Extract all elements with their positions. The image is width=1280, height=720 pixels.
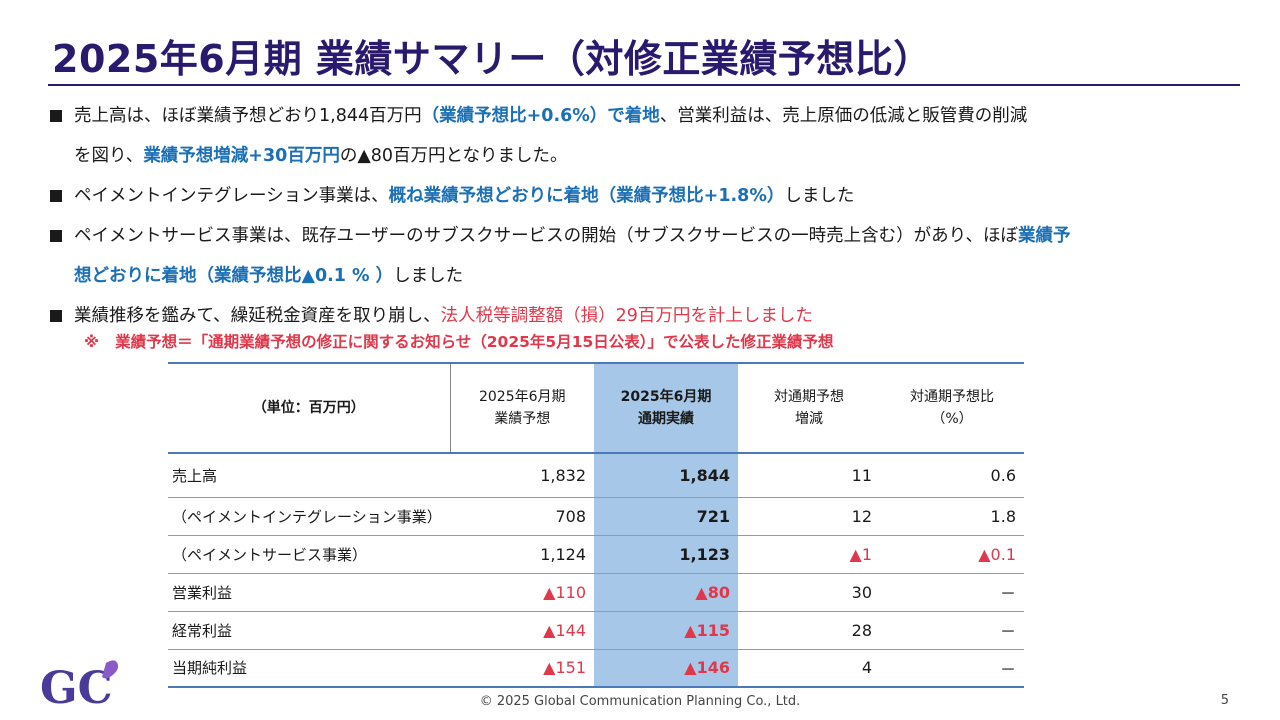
col-header-change: 対通期予想 増減 [738,362,880,454]
col-header-ratio: 対通期予想比 （%） [880,362,1024,454]
title-underline [48,84,1240,86]
cell-ratio: ▲0.1 [880,535,1024,574]
cell-actual: 721 [594,497,738,536]
bullet-line: ペイメントサービス事業は、既存ユーザーのサブスクサービスの開始（サブスクサービス… [74,216,1250,256]
highlight-text: 業績予 [1017,226,1071,246]
body-text: しました [393,266,464,286]
highlight-text: 想どおりに着地（業績予想比▲0.1 % ） [74,266,394,286]
highlight-text: 業績予想増減+30百万円 [143,146,340,166]
bullet-line: 業績推移を鑑みて、繰延税金資産を取り崩し、法人税等調整額（損）29百万円を計上し… [74,296,1250,336]
bullet-line: 売上高は、ほぼ業績予想どおり1,844百万円（業績予想比+0.6%）で着地、営業… [74,96,1250,136]
results-table-wrapper: （単位：百万円） 2025年6月期 業績予想 2025年6月期 通期実績 対通期… [168,362,1024,688]
bullet-item: ペイメントインテグレーション事業は、概ね業績予想どおりに着地（業績予想比+1.8… [50,176,1250,216]
bullet-line: 想どおりに着地（業績予想比▲0.1 % ）しました [74,256,1250,296]
page-number: 5 [1220,693,1229,708]
gc-logo-icon: GC [40,660,119,711]
body-text: 業績推移を鑑みて、繰延税金資産を取り崩し、 [74,306,441,326]
table-row: 当期純利益 ▲151 ▲146 4 － [168,649,1024,688]
forecast-note: ※ 業績予想＝「通期業績予想の修正に関するお知らせ（2025年5月15日公表）」で… [84,330,834,352]
cell-ratio: － [880,611,1024,650]
table-row: （ペイメントサービス事業） 1,124 1,123 ▲1 ▲0.1 [168,535,1024,574]
bullet-square-icon [50,110,62,122]
body-text: を図り、 [74,146,144,166]
table-row: 営業利益 ▲110 ▲80 30 － [168,573,1024,612]
logo-text: GC [40,663,113,711]
cell-change: 30 [738,573,880,612]
bullet-line: ペイメントインテグレーション事業は、概ね業績予想どおりに着地（業績予想比+1.8… [74,176,1250,216]
cell-forecast: ▲151 [450,649,594,688]
bullet-item: 売上高は、ほぼ業績予想どおり1,844百万円（業績予想比+0.6%）で着地、営業… [50,96,1250,176]
table-row: 経常利益 ▲144 ▲115 28 － [168,611,1024,650]
body-text: ペイメントインテグレーション事業は、 [74,186,389,206]
col-header-line1: 対通期予想 [774,389,844,405]
col-header-actual: 2025年6月期 通期実績 [594,362,738,454]
unit-label: （単位：百万円） [168,362,450,454]
table-row: 売上高 1,832 1,844 11 0.6 [168,453,1024,498]
bullet-item: 業績推移を鑑みて、繰延税金資産を取り崩し、法人税等調整額（損）29百万円を計上し… [50,296,1250,336]
body-text: ペイメントサービス事業は、既存ユーザーのサブスクサービスの開始（サブスクサービス… [74,226,1018,246]
summary-bullets: 売上高は、ほぼ業績予想どおり1,844百万円（業績予想比+0.6%）で着地、営業… [50,96,1250,336]
table-row: （ペイメントインテグレーション事業） 708 721 12 1.8 [168,497,1024,536]
col-header-forecast: 2025年6月期 業績予想 [449,362,594,454]
cell-change: 12 [738,497,880,536]
note-text: 業績予想＝「通期業績予想の修正に関するお知らせ（2025年5月15日公表）」で公… [115,333,834,351]
bullet-line: を図り、業績予想増減+30百万円の▲80百万円となりました。 [74,136,1250,176]
row-label: 売上高 [168,453,450,498]
highlight-text: 概ね業績予想どおりに着地（業績予想比+1.8%） [388,186,785,206]
note-mark: ※ [84,333,100,351]
cell-forecast: ▲110 [450,573,594,612]
row-label: 経常利益 [168,611,450,650]
highlight-text: （業績予想比+0.6%）で着地 [421,106,660,126]
cell-forecast: ▲144 [450,611,594,650]
cell-change: 4 [738,649,880,688]
cell-ratio: 0.6 [880,453,1024,498]
cell-forecast: 1,124 [450,535,594,574]
page-title: 2025年6月期 業績サマリー（対修正業績予想比） [52,37,932,81]
row-label: 営業利益 [168,573,450,612]
cell-actual: ▲146 [594,649,738,688]
col-header-line1: 対通期予想比 [910,389,994,405]
cell-change: 28 [738,611,880,650]
alert-text: 法人税等調整額（損）29百万円を計上しました [440,306,813,326]
results-table: （単位：百万円） 2025年6月期 業績予想 2025年6月期 通期実績 対通期… [168,362,1024,688]
body-text: 、営業利益は、売上原価の低減と販管費の削減 [659,106,1028,126]
cell-change: ▲1 [738,535,880,574]
copyright: © 2025 Global Communication Planning Co.… [479,694,801,709]
cell-actual: ▲80 [594,573,738,612]
col-header-line1: 2025年6月期 [620,389,712,405]
body-text: の▲80百万円となりました。 [339,146,568,166]
cell-ratio: － [880,573,1024,612]
cell-actual: 1,844 [594,453,738,498]
cell-forecast: 708 [450,497,594,536]
col-header-line2: 増減 [795,411,823,427]
logo-swoosh [102,660,119,679]
bullet-square-icon [50,190,62,202]
row-label: （ペイメントインテグレーション事業） [168,497,450,536]
cell-actual: 1,123 [594,535,738,574]
cell-forecast: 1,832 [450,453,594,498]
row-label: 当期純利益 [168,649,450,688]
cell-change: 11 [738,453,880,498]
table-header-row: （単位：百万円） 2025年6月期 業績予想 2025年6月期 通期実績 対通期… [168,362,1024,454]
cell-actual: ▲115 [594,611,738,650]
bullet-square-icon [50,310,62,322]
col-header-line2: 通期実績 [638,411,694,427]
bullet-square-icon [50,230,62,242]
col-header-line1: 2025年6月期 [478,389,566,405]
table-body: 売上高 1,832 1,844 11 0.6 （ペイメントインテグレーション事業） 708 7… [168,453,1024,688]
body-text: しました [784,186,855,206]
col-header-line2: （%） [931,411,973,427]
col-header-line2: 業績予想 [494,411,551,427]
body-text: 売上高は、ほぼ業績予想どおり1,844百万円 [74,106,422,126]
cell-ratio: － [880,649,1024,688]
cell-ratio: 1.8 [880,497,1024,536]
bullet-item: ペイメントサービス事業は、既存ユーザーのサブスクサービスの開始（サブスクサービス… [50,216,1250,296]
row-label: （ペイメントサービス事業） [168,535,450,574]
